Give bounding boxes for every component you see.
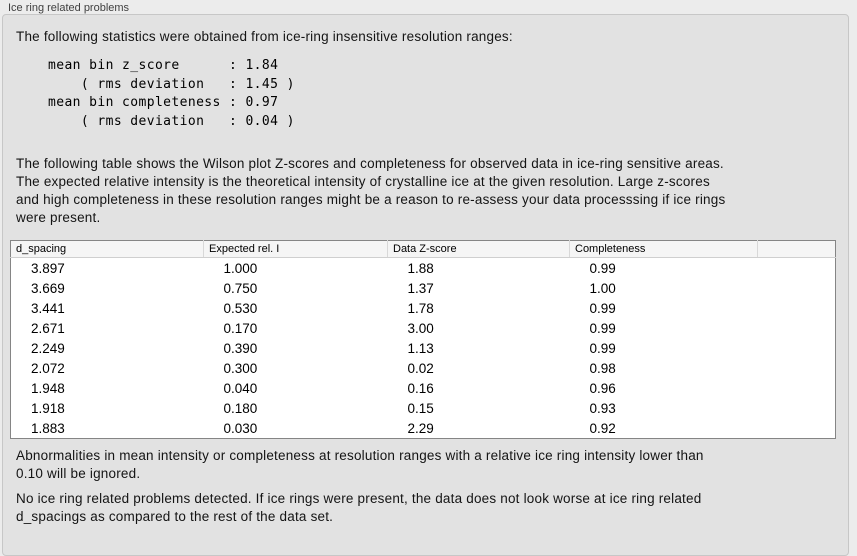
table-description-text: The following table shows the Wilson plo… — [16, 156, 726, 225]
table-cell: 0.99 — [589, 260, 616, 276]
table-header-row: d_spacing Expected rel. I Data Z-score Comp… — [10, 240, 836, 258]
table-cell: 0.180 — [223, 400, 258, 416]
table-row[interactable]: 1.883 0.030 2.29 0.92 — [11, 418, 836, 439]
ignore-note-text: Abnormalities in mean intensity or compl… — [16, 448, 704, 481]
table-cell: 1.88 — [407, 260, 434, 276]
table-cell: 1.78 — [407, 300, 434, 316]
table-cell: 1.13 — [407, 340, 434, 356]
table-body: 3.897 1.000 1.88 0.99 3.669 0.750 1.37 1.00 3.44… — [11, 258, 836, 439]
table-row[interactable]: 2.072 0.300 0.02 0.98 — [11, 358, 836, 378]
table-cell: 1.00 — [589, 280, 616, 296]
table-cell: 1.883 — [31, 420, 65, 436]
table-cell: 2.072 — [31, 360, 65, 376]
table-cell: 0.98 — [589, 360, 616, 376]
table-cell: 0.300 — [223, 360, 258, 376]
table-cell: 1.37 — [407, 280, 434, 296]
table-cell: 0.92 — [589, 420, 616, 436]
table-cell: 1.918 — [31, 400, 65, 416]
column-header-d-spacing[interactable]: d_spacing — [10, 240, 204, 258]
table-cell: 0.99 — [589, 320, 616, 336]
table-cell — [758, 338, 836, 358]
table-cell: 0.390 — [223, 340, 258, 356]
column-header-expected-rel-i[interactable]: Expected rel. I — [203, 240, 388, 258]
table-cell: 0.99 — [589, 340, 616, 356]
statistics-intro-text: The following statistics were obtained f… — [16, 29, 513, 44]
table-cell — [758, 378, 836, 398]
table-cell: 0.030 — [223, 420, 258, 436]
table-cell: 3.00 — [407, 320, 434, 336]
table-cell: 0.02 — [407, 360, 434, 376]
table-cell: 2.671 — [31, 320, 65, 336]
table-cell — [758, 318, 836, 338]
ice-ring-table: d_spacing Expected rel. I Data Z-score Comp… — [10, 240, 836, 439]
table-row[interactable]: 3.897 1.000 1.88 0.99 — [11, 258, 836, 279]
table-cell: 0.15 — [407, 400, 434, 416]
table-cell — [758, 398, 836, 418]
table-cell: 2.249 — [31, 340, 65, 356]
table-row[interactable]: 2.249 0.390 1.13 0.99 — [11, 338, 836, 358]
table-cell: 0.530 — [223, 300, 258, 316]
table-cell: 3.441 — [31, 300, 65, 316]
table-row[interactable]: 1.948 0.040 0.16 0.96 — [11, 378, 836, 398]
table-cell: 0.96 — [589, 380, 616, 396]
table-cell: 0.93 — [589, 400, 616, 416]
table-cell — [758, 278, 836, 298]
column-header-empty — [757, 240, 836, 258]
table-cell — [758, 298, 836, 318]
groupbox-title: Ice ring related problems — [8, 2, 130, 14]
table-cell: 0.16 — [407, 380, 434, 396]
table-row[interactable]: 3.669 0.750 1.37 1.00 — [11, 278, 836, 298]
column-header-data-z-score[interactable]: Data Z-score — [387, 240, 570, 258]
column-header-completeness[interactable]: Completeness — [569, 240, 758, 258]
table-cell: 0.750 — [223, 280, 258, 296]
table-cell: 0.040 — [223, 380, 258, 396]
table-row[interactable]: 3.441 0.530 1.78 0.99 — [11, 298, 836, 318]
table-cell: 3.897 — [31, 260, 65, 276]
table-cell — [758, 258, 836, 279]
table-row[interactable]: 1.918 0.180 0.15 0.93 — [11, 398, 836, 418]
table-cell: 1.948 — [31, 380, 65, 396]
table-cell: 2.29 — [407, 420, 434, 436]
table-cell: 0.99 — [589, 300, 616, 316]
table-cell — [758, 418, 836, 439]
conclusion-text: No ice ring related problems detected. I… — [16, 491, 702, 524]
statistics-monospace-block: mean bin z_score : 1.84 ( rms deviation … — [48, 58, 295, 129]
table-cell: 3.669 — [31, 280, 65, 296]
table-cell: 1.000 — [223, 260, 258, 276]
table-cell — [758, 358, 836, 378]
table-cell: 0.170 — [223, 320, 258, 336]
table-row[interactable]: 2.671 0.170 3.00 0.99 — [11, 318, 836, 338]
